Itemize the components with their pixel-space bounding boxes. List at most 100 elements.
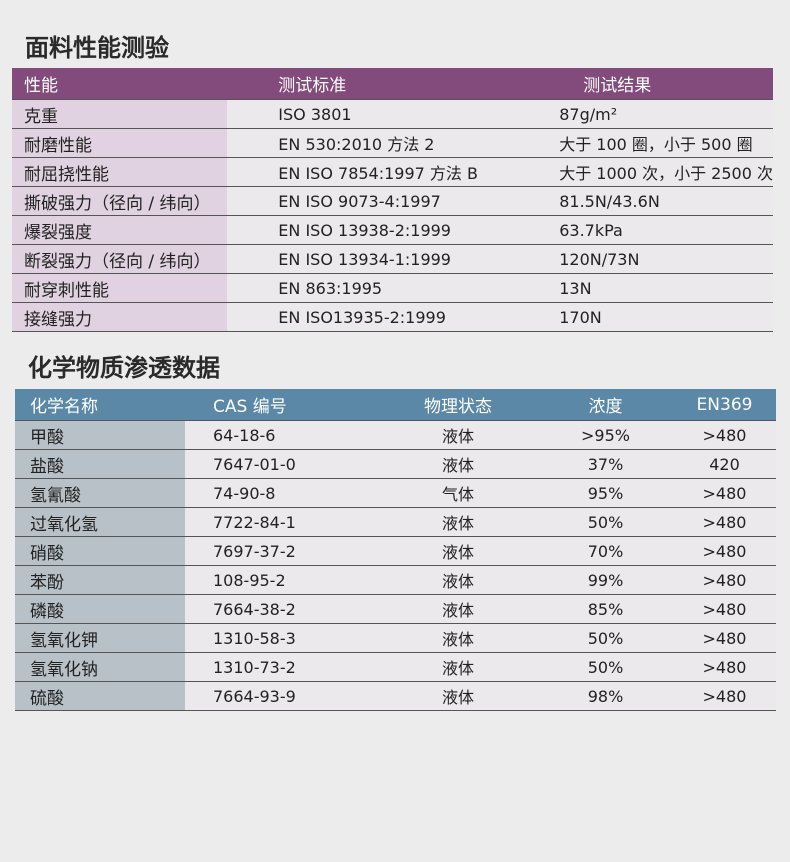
table-cell: 硫酸: [15, 681, 185, 711]
table-cell: 7664-93-9: [185, 681, 378, 711]
table-cell: 液体: [378, 536, 538, 566]
table-cell: >480: [673, 594, 776, 624]
table-cell: 氢氧化钠: [15, 652, 185, 682]
table-cell: 7664-38-2: [185, 594, 378, 624]
column-header: EN369: [673, 389, 776, 421]
table-cell: EN ISO 7854:1997 方法 B: [227, 157, 504, 187]
table-cell: 170N: [503, 302, 773, 332]
table-cell: 断裂强力（径向 / 纬向）: [12, 244, 228, 274]
table-cell: EN 530:2010 方法 2: [227, 128, 504, 158]
table-cell: 氢氰酸: [15, 478, 185, 508]
table-cell: 7647-01-0: [185, 449, 378, 479]
table-row: 甲酸 64-18-6 液体 >95% >480: [15, 420, 776, 450]
table-cell: ISO 3801: [227, 99, 504, 129]
table-row: 氢氰酸 74-90-8 气体 95% >480: [15, 478, 776, 508]
table-cell: 81.5N/43.6N: [503, 186, 773, 216]
table-row: 硫酸 7664-93-9 液体 98% >480: [15, 681, 776, 711]
table-row: 耐穿刺性能 EN 863:1995 13N: [12, 273, 773, 303]
table-cell: EN ISO13935-2:1999: [227, 302, 504, 332]
table-cell: 420: [673, 449, 776, 479]
table-cell: 120N/73N: [503, 244, 773, 274]
section-title-chemical: 化学物质渗透数据: [28, 354, 220, 382]
table-cell: EN ISO 13934-1:1999: [227, 244, 504, 274]
table-cell: 99%: [538, 565, 673, 595]
table-row: 盐酸 7647-01-0 液体 37% 420: [15, 449, 776, 479]
table-cell: 13N: [503, 273, 773, 303]
table-cell: 液体: [378, 449, 538, 479]
table-cell: >480: [673, 536, 776, 566]
table-row: 耐屈挠性能 EN ISO 7854:1997 方法 B 大于 1000 次，小于 2…: [12, 157, 773, 187]
table-cell: 磷酸: [15, 594, 185, 624]
table-cell: 95%: [538, 478, 673, 508]
table-cell: EN ISO 13938-2:1999: [227, 215, 504, 245]
table-cell: 液体: [378, 420, 538, 450]
table-cell: 盐酸: [15, 449, 185, 479]
table-cell: 撕破强力（径向 / 纬向）: [12, 186, 228, 216]
table-cell: >480: [673, 420, 776, 450]
table-cell: 甲酸: [15, 420, 185, 450]
table-row: 氢氧化钠 1310-73-2 液体 50% >480: [15, 652, 776, 682]
table-cell: 液体: [378, 623, 538, 653]
table-cell: >480: [673, 623, 776, 653]
table-cell: EN 863:1995: [227, 273, 504, 303]
table-cell: >95%: [538, 420, 673, 450]
table-cell: 爆裂强度: [12, 215, 228, 245]
table-cell: 7697-37-2: [185, 536, 378, 566]
table-row: 硝酸 7697-37-2 液体 70% >480: [15, 536, 776, 566]
table-cell: EN ISO 9073-4:1997: [227, 186, 504, 216]
table-cell: 硝酸: [15, 536, 185, 566]
table-cell: 液体: [378, 652, 538, 682]
table-cell: 耐磨性能: [12, 128, 228, 158]
table-cell: 50%: [538, 623, 673, 653]
table-cell: 74-90-8: [185, 478, 378, 508]
table-cell: 液体: [378, 681, 538, 711]
table-cell: 接缝强力: [12, 302, 228, 332]
table-cell: 气体: [378, 478, 538, 508]
table-cell: 85%: [538, 594, 673, 624]
table-row: 撕破强力（径向 / 纬向） EN ISO 9073-4:1997 81.5N/43.…: [12, 186, 773, 216]
table-cell: >480: [673, 478, 776, 508]
chemical-permeation-table: 化学名称 CAS 编号 物理状态 浓度 EN369 甲酸 64-18-6 液体 >95% >480…: [15, 389, 776, 711]
table-row: 接缝强力 EN ISO13935-2:1999 170N: [12, 302, 773, 332]
column-header: 物理状态: [378, 389, 538, 421]
table-cell: 37%: [538, 449, 673, 479]
table-cell: 苯酚: [15, 565, 185, 595]
table-row: 磷酸 7664-38-2 液体 85% >480: [15, 594, 776, 624]
table-row: 断裂强力（径向 / 纬向） EN ISO 13934-1:1999 120N/73N: [12, 244, 773, 274]
column-header: 浓度: [538, 389, 673, 421]
table-cell: 98%: [538, 681, 673, 711]
table-cell: 氢氧化钾: [15, 623, 185, 653]
table-cell: 耐屈挠性能: [12, 157, 228, 187]
table-cell: 克重: [12, 99, 228, 129]
column-header: CAS 编号: [185, 389, 378, 421]
table-row: 过氧化氢 7722-84-1 液体 50% >480: [15, 507, 776, 537]
table-cell: 63.7kPa: [503, 215, 773, 245]
table-cell: 过氧化氢: [15, 507, 185, 537]
table-cell: 7722-84-1: [185, 507, 378, 537]
column-header: 性能: [12, 68, 228, 100]
table-cell: 87g/m²: [503, 99, 773, 129]
column-header: 测试结果: [503, 68, 773, 100]
table-row: 苯酚 108-95-2 液体 99% >480: [15, 565, 776, 595]
table-cell: >480: [673, 681, 776, 711]
column-header: 化学名称: [15, 389, 185, 421]
table-cell: >480: [673, 565, 776, 595]
fabric-performance-table: 性能 测试标准 测试结果 克重 ISO 3801 87g/m² 耐磨性能 EN 530:201…: [12, 68, 773, 332]
table-cell: 70%: [538, 536, 673, 566]
table-cell: 50%: [538, 652, 673, 682]
table-cell: 液体: [378, 507, 538, 537]
table-cell: 大于 100 圈，小于 500 圈: [503, 128, 773, 158]
table-cell: 1310-73-2: [185, 652, 378, 682]
section-title-fabric: 面料性能测验: [25, 34, 169, 62]
table-cell: 50%: [538, 507, 673, 537]
table-cell: 64-18-6: [185, 420, 378, 450]
table-cell: 液体: [378, 565, 538, 595]
column-header: 测试标准: [227, 68, 504, 100]
table-cell: >480: [673, 507, 776, 537]
table-cell: >480: [673, 652, 776, 682]
table-cell: 大于 1000 次，小于 2500 次: [503, 157, 773, 187]
table-row: 耐磨性能 EN 530:2010 方法 2 大于 100 圈，小于 500 圈: [12, 128, 773, 158]
table-cell: 108-95-2: [185, 565, 378, 595]
table-row: 爆裂强度 EN ISO 13938-2:1999 63.7kPa: [12, 215, 773, 245]
table-row: 氢氧化钾 1310-58-3 液体 50% >480: [15, 623, 776, 653]
